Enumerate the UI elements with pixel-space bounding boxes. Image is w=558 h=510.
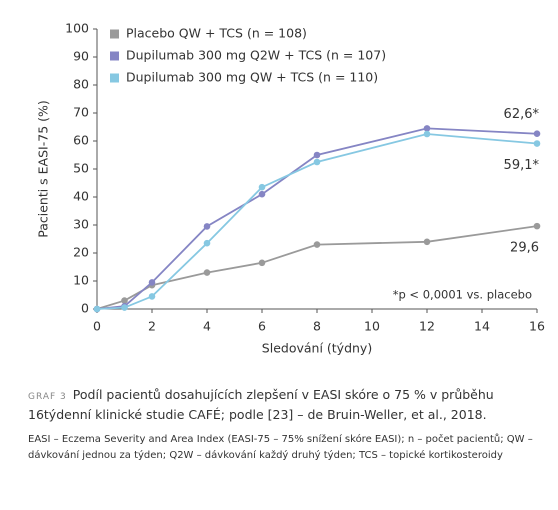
caption-text: Podíl pacientů dosahujících zlepšení v E… bbox=[28, 387, 494, 422]
value-label: 62,6* bbox=[504, 107, 540, 122]
value-label: 59,1* bbox=[504, 158, 540, 173]
x-tick-label: 12 bbox=[419, 319, 435, 334]
x-axis-label: Sledování (týdny) bbox=[262, 341, 372, 356]
point bbox=[313, 241, 321, 248]
point bbox=[148, 293, 156, 300]
legend-label: Dupilumab 300 mg Q2W + TCS (n = 107) bbox=[126, 48, 386, 63]
x-tick-label: 0 bbox=[93, 319, 101, 334]
legend-label: Dupilumab 300 mg QW + TCS (n = 110) bbox=[126, 70, 378, 85]
legend-label: Placebo QW + TCS (n = 108) bbox=[126, 26, 307, 41]
x-tick-label: 8 bbox=[313, 319, 321, 334]
legend-swatch bbox=[110, 51, 119, 61]
x-tick-label: 4 bbox=[203, 319, 211, 334]
y-tick-label: 70 bbox=[73, 105, 89, 120]
legend-swatch bbox=[110, 73, 119, 83]
x-tick-label: 6 bbox=[258, 319, 266, 334]
point bbox=[203, 239, 211, 247]
point bbox=[313, 158, 321, 166]
point bbox=[423, 125, 431, 132]
y-tick-label: 80 bbox=[73, 77, 89, 92]
x-tick-label: 2 bbox=[148, 319, 156, 334]
y-tick-label: 100 bbox=[65, 21, 89, 36]
x-tick-label: 10 bbox=[364, 319, 380, 334]
y-tick-label: 60 bbox=[73, 133, 89, 148]
point bbox=[258, 183, 266, 191]
series-line bbox=[96, 133, 538, 310]
point bbox=[203, 223, 211, 230]
point bbox=[533, 140, 541, 147]
series-line bbox=[96, 225, 538, 310]
point bbox=[93, 305, 101, 313]
point bbox=[203, 269, 211, 276]
note: EASI – Eczema Severity and Area Index (E… bbox=[28, 434, 533, 461]
series-line bbox=[96, 127, 538, 310]
caption-label: GRAF 3 bbox=[28, 392, 67, 402]
point bbox=[423, 130, 431, 138]
y-tick-label: 30 bbox=[73, 217, 89, 232]
point bbox=[533, 130, 541, 138]
point bbox=[258, 259, 266, 267]
y-tick-label: 0 bbox=[81, 301, 89, 316]
point bbox=[258, 190, 266, 198]
y-tick-label: 10 bbox=[73, 273, 89, 288]
y-tick-label: 20 bbox=[73, 245, 89, 260]
point bbox=[121, 297, 128, 304]
y-tick-label: 90 bbox=[73, 49, 89, 64]
point bbox=[423, 238, 431, 246]
point bbox=[533, 222, 541, 230]
point bbox=[313, 151, 321, 159]
annotation: *p < 0,0001 vs. placebo bbox=[393, 288, 532, 302]
legend-swatch bbox=[110, 29, 119, 39]
y-axis-label: Pacienti s EASI-75 (%) bbox=[36, 100, 51, 238]
x-tick-label: 14 bbox=[474, 319, 490, 334]
caption: GRAF 3 Podíl pacientů dosahujících zlepše… bbox=[28, 386, 550, 424]
x-tick-label: 16 bbox=[529, 319, 545, 334]
chart: Pacienti s EASI-75 (%) Sledování (týdny)… bbox=[36, 21, 545, 356]
y-tick-label: 50 bbox=[73, 161, 89, 176]
point bbox=[148, 279, 156, 286]
point bbox=[121, 304, 128, 311]
y-tick-label: 40 bbox=[73, 189, 89, 204]
value-label: 29,6 bbox=[510, 241, 539, 256]
